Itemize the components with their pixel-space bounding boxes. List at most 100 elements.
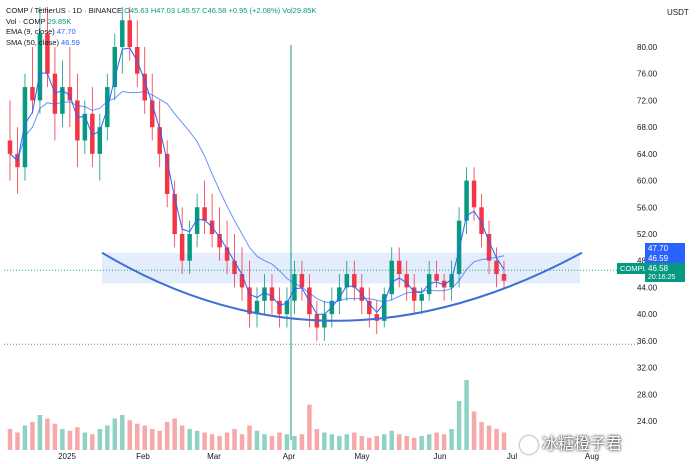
y-tick-label: 76.00 [637,70,658,79]
volume-bar [224,432,230,450]
candle-body [202,207,207,221]
volume-bar [97,429,103,450]
candle-body [97,127,103,154]
candle-body [269,287,275,301]
volume-bar [194,430,200,450]
currency-label[interactable]: USDT [667,8,689,17]
legend-ema-label: EMA (9, close) [6,27,55,36]
volume-bar [337,436,342,450]
volume-bar [37,415,43,450]
volume-bar [396,434,402,450]
volume-bar [314,429,320,450]
candle-body [381,294,387,321]
y-tick-label: 24.00 [637,417,658,426]
legend-low: L45.57 [177,6,201,15]
volume-bar [239,434,245,450]
volume-bars [7,380,507,450]
legend-ema-value: 47.70 [56,27,76,36]
candle-body [224,247,230,261]
moving-averages [9,47,505,315]
candle-body [22,87,28,168]
volume-bar [60,429,65,450]
candle-body [45,33,50,74]
candle-body [367,300,372,315]
legend-symbol[interactable]: COMP / TetherUS [6,6,66,15]
volume-bar [179,425,185,450]
legend-volume: Vol29.85K [282,6,317,15]
candle-body [486,234,492,261]
support-zone [102,252,580,284]
volume-bar [479,422,484,450]
legend-sma-row[interactable]: SMA (50, close) 46.59 [6,38,316,49]
legend-high: H47.03 [150,6,176,15]
candle-body [75,100,80,141]
volume-bar [434,432,439,450]
candle-body [344,274,350,288]
legend-vol-label: Vol · COMP [6,16,46,26]
x-tick-label: Feb [136,452,150,461]
candle-body [449,274,454,288]
volume-bar [22,425,28,450]
legend-vol-row[interactable]: Vol · COMP 29.85K [6,17,316,28]
volume-bar [149,429,155,450]
candle-body [374,314,380,321]
candle-body [471,180,477,208]
volume-bar [67,430,73,450]
volume-bar [404,436,409,450]
candle-body [164,153,170,194]
sma-line [9,90,505,304]
candle-body [419,294,424,301]
legend-ema-row[interactable]: EMA (9, close) 47.70 [6,27,316,38]
candle-body [411,287,417,301]
volume-bar [494,429,499,450]
legend-symbol-row: COMP / TetherUS · 1D · BINANCE O45.63 H4… [6,6,317,15]
volume-bar [284,434,290,450]
y-tick-label: 64.00 [637,150,658,159]
y-tick-label: 36.00 [637,337,658,346]
candle-body [456,220,462,275]
volume-bar [7,429,13,450]
volume-bar [75,427,80,450]
volume-bar [411,437,417,450]
candle-body [389,260,394,295]
candle-body [194,207,200,234]
last-price-tag: 46.58 [645,263,685,274]
candle-body [187,234,192,261]
volume-bar [307,404,312,450]
volume-bar [105,425,110,450]
volume-bar [441,434,447,450]
candle-body [179,234,185,261]
volume-bar [344,434,350,450]
ema-line [9,47,505,315]
candle-body [441,280,447,288]
volume-bar [142,425,147,450]
volume-bar [247,425,252,450]
cup-arc-layer [101,251,583,322]
candle-body [217,234,222,248]
candle-body [464,180,469,221]
legend-interval[interactable]: 1D [72,6,83,15]
candle-body [299,274,305,288]
volume-bar [367,437,372,450]
volume-bar [449,429,454,450]
candle-body [479,207,484,234]
volume-bar [299,434,305,450]
volume-bar [277,432,282,450]
ema-price-tag: 47.70 [645,243,685,254]
candle-body [232,260,237,275]
candle-body [352,274,357,288]
volume-bar [456,401,462,450]
legend-open: O45.63 [124,6,149,15]
candle-body [82,113,88,141]
volume-bar [359,436,365,450]
legend-sma-value: 46.59 [61,37,80,47]
legend-vol-value: 29.85K [47,16,72,26]
volume-bar [120,415,125,450]
candle-body [262,287,267,301]
y-tick-label: 60.00 [637,177,658,186]
volume-bar [90,434,95,450]
volume-bar [381,434,387,450]
candle-body [434,274,439,281]
candle-body [501,274,507,281]
